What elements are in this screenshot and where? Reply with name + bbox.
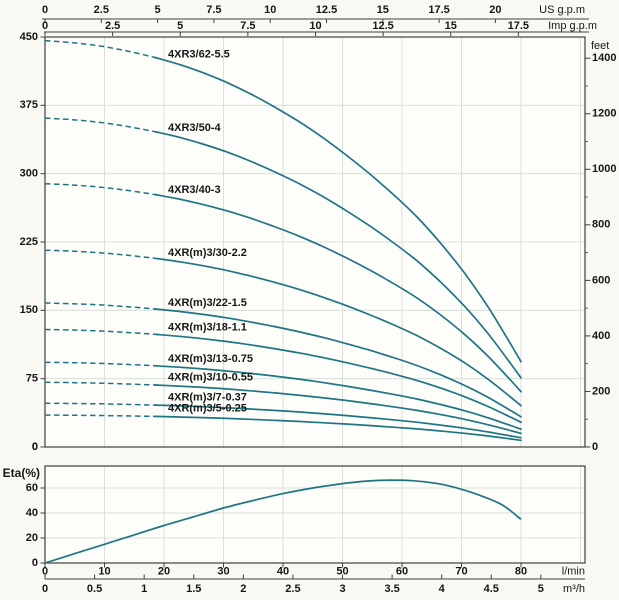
eta-axis-tick-label: 0 [32,557,38,569]
imp-gpm-tick-label: 7.5 [240,20,255,32]
pump-curve [154,56,522,363]
pump-curve [154,404,522,439]
imp-gpm-tick-label: 0 [42,20,48,32]
eta-axis-tick-label: 40 [26,507,38,519]
lmin-tick-label: 10 [98,565,110,577]
feet-axis-tick-label: 1200 [592,108,616,120]
m3h-tick-label: 1 [141,583,147,595]
imp-gpm-tick-label: 2.5 [105,20,120,32]
pump-curve-label: 4XR(m)3/10-0.55 [168,372,253,384]
efficiency-chart: Eta(%) 0 20 40 60 [3,465,586,569]
feet-axis-tick-label: 400 [592,330,610,342]
eta-axis-title: Eta(%) [3,466,40,480]
pump-curve [154,415,522,442]
pump-curve [154,193,522,393]
head-axis-tick-label: 150 [20,304,38,316]
m3h-tick-label: 4.5 [484,583,499,595]
pump-curve [154,384,522,435]
m3h-tick-label: 3 [339,583,345,595]
m3h-tick-label: 3.5 [384,583,399,595]
us-gpm-tick-label: 15 [377,4,389,16]
us-gpm-tick-label: 2.5 [94,4,109,16]
lmin-tick-label: 60 [396,565,408,577]
pump-curve-label: 4XR3/62-5.5 [168,49,230,61]
head-axis-zero-label: 0 [32,441,38,453]
pump-curve-label: 4XR(m)3/13-0.75 [168,353,253,365]
us-gpm-tick-label: 20 [489,4,501,16]
pump-curve [154,257,522,407]
pump-curve-label: 4XR(m)3/22-1.5 [168,297,247,309]
us-gpm-unit-label: US g.p.m [539,4,585,16]
feet-unit-label: feet [591,40,609,52]
m3h-tick-label: 0.5 [87,583,102,595]
pump-curve [154,364,522,431]
us-gpm-tick-label: 10 [264,4,276,16]
us-gpm-tick-label: 12.5 [316,4,337,16]
us-gpm-tick-label: 7.5 [206,4,221,16]
feet-axis-tick-label: 1400 [592,52,616,64]
m3h-tick-label: 2.5 [285,583,300,595]
feet-axis-tick-label: 1000 [592,163,616,175]
feet-axis-zero-label: 0 [592,441,598,453]
lmin-tick-label: 20 [158,565,170,577]
pump-curve-label: 4XR3/50-4 [168,122,221,134]
eta-plot-border [44,465,586,564]
head-axis-tick-label: 225 [20,236,38,248]
pump-curve-label: 4XR(m)3/7-0.37 [168,392,247,404]
feet-axis-tick-label: 600 [592,274,610,286]
eta-plot-background [45,466,585,563]
lmin-tick-label: 40 [277,565,289,577]
eta-axis-tick-label: 60 [26,482,38,494]
head-axis-tick-label: 375 [20,99,38,111]
lmin-tick-label: 70 [455,565,467,577]
pump-curve-label: 4XR(m)3/30-2.2 [168,247,247,259]
feet-axis-tick-label: 800 [592,219,610,231]
pump-curve [154,130,522,379]
head-axis-tick-label: 450 [20,31,38,43]
m3h-tick-label: 4 [439,583,446,595]
lmin-tick-label: 0 [42,565,48,577]
eta-curve [44,479,522,564]
feet-axis-tick-label: 200 [592,385,610,397]
imp-gpm-tick-label: 10 [309,20,321,32]
imp-gpm-tick-label: 17.5 [508,20,529,32]
imp-gpm-tick-label: 15 [445,20,457,32]
pump-curve-label: 4XR(m)3/5-0.25 [168,403,247,415]
pump-curve [154,308,522,418]
imp-gpm-tick-label: 12.5 [372,20,393,32]
head-axis-tick-label: 0 [32,441,38,453]
us-gpm-tick-label: 5 [155,4,161,16]
us-gpm-tick-label: 17.5 [428,4,449,16]
m3h-tick-label: 0 [42,583,48,595]
pump-curve [154,333,522,424]
m3h-tick-label: 2 [240,583,246,595]
bottom-flow-axes: 0 10 20 30 40 50 60 70 80 l/min 0 0.5 1 1.5 2 2.5 3 3.5 4 4… [42,563,585,595]
m3h-unit-label: m³/h [563,583,585,595]
m3h-tick-label: 1.5 [186,583,201,595]
imp-gpm-unit-label: Imp g.p.m [548,20,597,32]
head-axis-tick-label: 75 [26,373,38,385]
us-gpm-tick-label: 0 [42,4,48,16]
pump-curve-label: 4XR3/40-3 [168,184,221,196]
pump-curve-label: 4XR(m)3/18-1.1 [168,322,247,334]
imp-gpm-tick-label: 5 [177,20,183,32]
top-flow-axes: 0 2.5 5 7.5 10 12.5 15 17.5 20 US g.p.m 0 2.5 5 7.5 10… [42,4,597,36]
head-axis-tick-label: 300 [20,168,38,180]
lmin-unit-label: l/min [562,565,585,577]
lmin-tick-label: 80 [515,565,527,577]
m3h-tick-label: 5 [538,583,544,595]
lmin-tick-label: 50 [336,565,348,577]
lmin-tick-label: 30 [217,565,229,577]
eta-axis-tick-label: 20 [26,532,38,544]
head-flow-chart: 0 75 150 225 300 375 450 feet 200 400 600 800 1000 12… [20,31,617,453]
